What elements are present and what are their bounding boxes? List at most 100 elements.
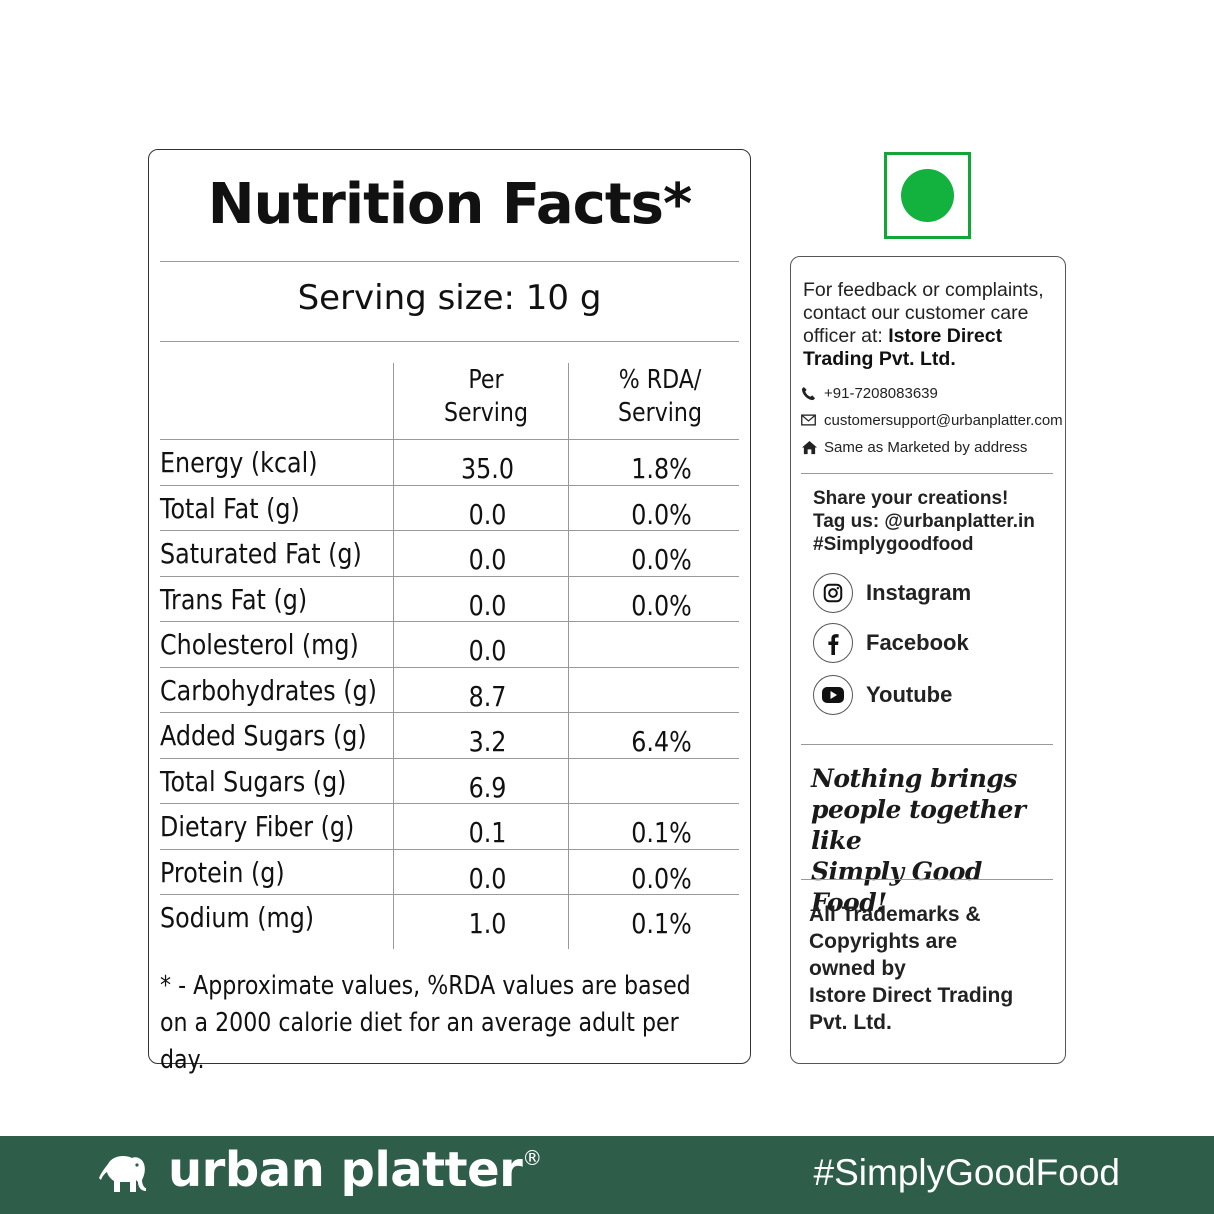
brand-name: urban platter (168, 1142, 523, 1198)
column-header-per-serving: Per Serving (414, 364, 559, 430)
column-divider (568, 363, 569, 949)
email-address: customersupport@urbanplatter.com (824, 411, 1063, 429)
feedback-line: For feedback or complaints, (803, 279, 1044, 301)
social-label: Facebook (866, 630, 969, 655)
nutrient-label: Cholesterol (mg) (160, 628, 359, 661)
feedback-line: contact our customer care (803, 302, 1029, 324)
tagline-line: Nothing brings (811, 764, 1018, 793)
feedback-text: For feedback or complaints, contact our … (803, 279, 1063, 371)
nutrient-row: Added Sugars (g) 3.2 6.4% (160, 713, 739, 759)
per-serving-value: 0.1 (468, 816, 507, 849)
rda-value: 0.0% (631, 543, 692, 576)
nutrient-row: Total Fat (g) 0.0 0.0% (160, 486, 739, 531)
nutrient-label: Added Sugars (g) (160, 719, 367, 752)
tagline-line: people together like (811, 795, 1026, 855)
contact-phone[interactable]: +91-7208083639 (801, 383, 1063, 403)
share-text: Share your creations! Tag us: @urbanplat… (813, 487, 1035, 556)
row-divider (160, 666, 739, 668)
contact-email[interactable]: customersupport@urbanplatter.com (801, 410, 1063, 430)
column-header-rda: % RDA/ Serving (588, 364, 733, 430)
registered-mark: ® (522, 1146, 542, 1170)
nutrient-label: Total Sugars (g) (160, 764, 347, 798)
mail-icon (801, 414, 819, 426)
share-line: Tag us: @urbanplatter.in (813, 511, 1035, 532)
info-panel: For feedback or complaints, contact our … (790, 256, 1066, 1064)
footnote-line: on a 2000 calorie diet for an average ad… (160, 1008, 679, 1075)
feedback-line: officer at: Istore Direct (803, 325, 1063, 348)
column-header-line: Serving (618, 398, 702, 428)
rda-value: 1.8% (631, 452, 692, 485)
divider (160, 261, 739, 262)
rda-value: 0.1% (631, 816, 692, 849)
per-serving-value: 3.2 (468, 725, 507, 758)
row-divider (160, 484, 739, 486)
nutrition-title: Nutrition Facts* (207, 172, 692, 237)
row-divider (160, 530, 739, 531)
per-serving-value: 1.0 (468, 907, 507, 940)
row-divider (160, 712, 739, 713)
column-header-line: Per (468, 365, 504, 395)
row-divider (160, 575, 739, 577)
social-label: Instagram (866, 580, 972, 605)
nutrient-row: Carbohydrates (g) 8.7 (160, 668, 739, 713)
nutrient-row: Sodium (mg) 1.0 0.1% (160, 895, 739, 941)
rda-value: 0.1% (631, 907, 692, 940)
per-serving-value: 0.0 (468, 861, 507, 895)
serving-size: Serving size: 10 g (297, 278, 602, 318)
social-youtube[interactable]: Youtube (813, 675, 952, 715)
phone-number: +91-7208083639 (824, 384, 938, 402)
divider (801, 879, 1053, 880)
nutrient-label: Sodium (mg) (160, 901, 315, 934)
nutrient-label: Dietary Fiber (g) (160, 810, 355, 843)
nutrient-row: Total Sugars (g) 6.9 (160, 759, 739, 804)
youtube-icon (813, 675, 853, 715)
company-name: Istore Direct (888, 325, 1003, 347)
trademark-line: Pvt. Ltd. (809, 1011, 892, 1034)
per-serving-value: 35.0 (461, 452, 514, 485)
address-text: Same as Marketed by address (824, 438, 1028, 456)
nutrient-row: Cholesterol (mg) 0.0 (160, 622, 739, 668)
rda-value: 0.0% (631, 861, 692, 895)
trademark-line: owned by (809, 957, 906, 980)
veg-dot (901, 169, 954, 222)
column-header-line: % RDA/ (618, 365, 702, 395)
company-name: Trading Pvt. Ltd. (803, 348, 956, 370)
nutrient-label: Protein (g) (160, 855, 285, 889)
rda-value: 0.0% (631, 588, 692, 622)
hashtag: #SimplyGoodFood (813, 1152, 1120, 1193)
social-instagram[interactable]: Instagram (813, 573, 971, 613)
nutrient-label: Energy (kcal) (160, 446, 318, 479)
trademark-line: Copyrights are (809, 930, 958, 953)
social-facebook[interactable]: Facebook (813, 623, 969, 663)
rda-value: 0.0% (631, 497, 692, 531)
row-divider (160, 621, 739, 622)
trademark-notice: All Trademarks & Copyrights are owned by… (809, 901, 1059, 1036)
instagram-icon (813, 573, 853, 613)
per-serving-value: 8.7 (468, 679, 507, 713)
divider (801, 744, 1053, 745)
footnote: * - Approximate values, %RDA values are … (160, 968, 704, 1079)
per-serving-value: 0.0 (468, 543, 507, 576)
per-serving-value: 0.0 (468, 634, 507, 667)
share-line: Share your creations! (813, 488, 1009, 509)
home-icon (801, 440, 819, 455)
feedback-prefix: officer at: (803, 325, 889, 347)
column-divider (393, 363, 394, 949)
divider (160, 439, 739, 440)
nutrient-row: Protein (g) 0.0 0.0% (160, 850, 739, 895)
feedback-line: Trading Pvt. Ltd. (803, 348, 1063, 371)
tagline: Nothing brings people together like Simp… (811, 763, 1061, 918)
facebook-icon (813, 623, 853, 663)
per-serving-value: 0.0 (468, 497, 507, 531)
column-header-line: Serving (444, 398, 528, 428)
social-label: Youtube (866, 682, 953, 707)
tagline-line: Simply Good Food! (811, 857, 982, 917)
trademark-line: All Trademarks & (809, 903, 981, 926)
phone-icon (801, 386, 819, 401)
share-line: #Simplygoodfood (813, 534, 974, 555)
nutrient-label: Carbohydrates (g) (160, 673, 377, 707)
divider (160, 341, 739, 342)
nutrient-label: Saturated Fat (g) (160, 537, 362, 570)
contact-address: Same as Marketed by address (801, 437, 1063, 457)
nutrient-row: Trans Fat (g) 0.0 0.0% (160, 577, 739, 622)
